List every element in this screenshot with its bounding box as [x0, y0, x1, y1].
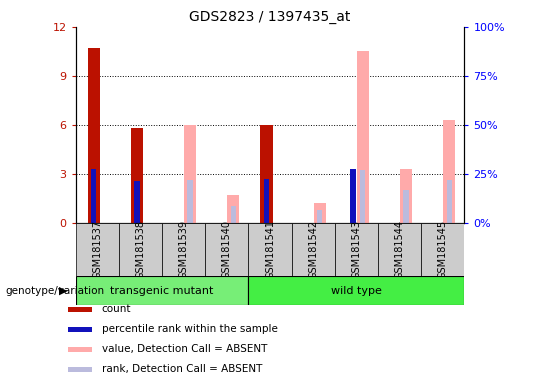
Bar: [335, 223, 378, 276]
Text: count: count: [102, 304, 131, 314]
Text: percentile rank within the sample: percentile rank within the sample: [102, 324, 278, 334]
Bar: [350, 169, 355, 223]
Text: GSM181539: GSM181539: [179, 220, 188, 279]
Bar: [421, 223, 464, 276]
Text: genotype/variation: genotype/variation: [5, 286, 105, 296]
Text: GSM181540: GSM181540: [222, 220, 232, 279]
Bar: [68, 347, 92, 352]
Text: rank, Detection Call = ABSENT: rank, Detection Call = ABSENT: [102, 364, 262, 374]
Bar: [76, 276, 248, 305]
Text: transgenic mutant: transgenic mutant: [110, 286, 214, 296]
Bar: [360, 170, 366, 223]
Text: GSM181543: GSM181543: [352, 220, 361, 279]
Bar: [184, 125, 196, 223]
Text: GSM181542: GSM181542: [308, 220, 318, 279]
Text: GSM181538: GSM181538: [136, 220, 145, 279]
Bar: [131, 128, 143, 223]
Bar: [292, 223, 335, 276]
Bar: [68, 367, 92, 372]
Bar: [187, 180, 193, 223]
Bar: [248, 276, 464, 305]
Text: GSM181544: GSM181544: [395, 220, 404, 279]
Bar: [76, 223, 119, 276]
Bar: [264, 179, 269, 223]
Bar: [248, 223, 292, 276]
Bar: [260, 125, 273, 223]
Bar: [314, 203, 326, 223]
Bar: [447, 180, 452, 223]
Bar: [317, 210, 322, 223]
Bar: [400, 169, 412, 223]
Bar: [378, 223, 421, 276]
Bar: [91, 169, 96, 223]
Bar: [119, 223, 162, 276]
Bar: [443, 120, 455, 223]
Text: value, Detection Call = ABSENT: value, Detection Call = ABSENT: [102, 344, 267, 354]
Bar: [68, 327, 92, 332]
Text: ▶: ▶: [59, 286, 68, 296]
Text: wild type: wild type: [331, 286, 382, 296]
Bar: [357, 51, 369, 223]
Bar: [87, 48, 100, 223]
Title: GDS2823 / 1397435_at: GDS2823 / 1397435_at: [190, 10, 350, 25]
Bar: [68, 306, 92, 311]
Bar: [231, 207, 236, 223]
Bar: [162, 223, 205, 276]
Text: GSM181537: GSM181537: [92, 220, 102, 279]
Bar: [403, 190, 409, 223]
Text: GSM181541: GSM181541: [265, 220, 275, 279]
Bar: [134, 181, 139, 223]
Bar: [227, 195, 239, 223]
Text: GSM181545: GSM181545: [438, 220, 448, 279]
Bar: [205, 223, 248, 276]
